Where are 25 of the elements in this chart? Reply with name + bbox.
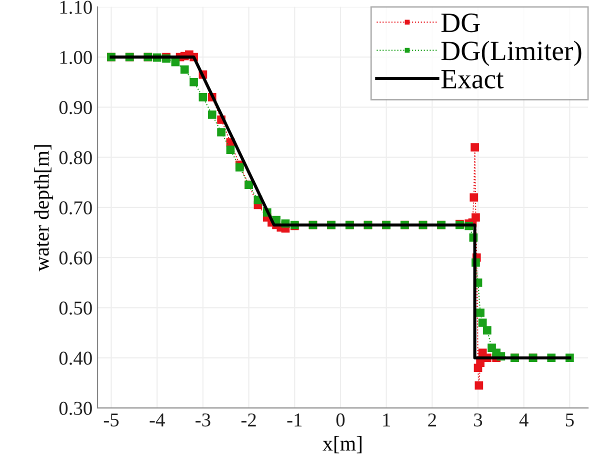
- x-tick-label: -3: [196, 413, 210, 427]
- x-tick-label: -2: [241, 413, 256, 426]
- y-tick-label: 0.70: [59, 201, 92, 214]
- y-tick-label: 1.00: [60, 50, 92, 64]
- x-tick-label: 1: [383, 414, 390, 426]
- y-tick-label: 0.40: [59, 352, 92, 365]
- y-tick-label: 0.90: [59, 101, 92, 114]
- x-tick-label: 4: [519, 414, 528, 426]
- x-tick-label: -4: [150, 414, 165, 426]
- x-tick-label: -5: [104, 414, 119, 427]
- legend-label: DG(Limiter): [441, 40, 582, 66]
- x-tick-label: -1: [287, 414, 302, 426]
- x-tick-label: 3: [474, 413, 482, 427]
- y-tick-label: 1.10: [60, 0, 92, 14]
- y-tick-label: 0.60: [59, 251, 92, 265]
- x-tick-label: 0: [336, 413, 345, 427]
- legend-label: Exact: [441, 70, 504, 88]
- legend-label: DG: [441, 14, 480, 32]
- x-axis-title: x[m]: [322, 436, 362, 454]
- y-tick-label: 0.30: [59, 402, 92, 416]
- y-axis-title: water depth[m]: [34, 145, 54, 272]
- y-tick-label: 0.80: [59, 151, 92, 164]
- y-tick-label: 0.50: [59, 302, 92, 315]
- x-tick-label: 5: [566, 414, 574, 427]
- x-tick-label: 2: [428, 413, 436, 426]
